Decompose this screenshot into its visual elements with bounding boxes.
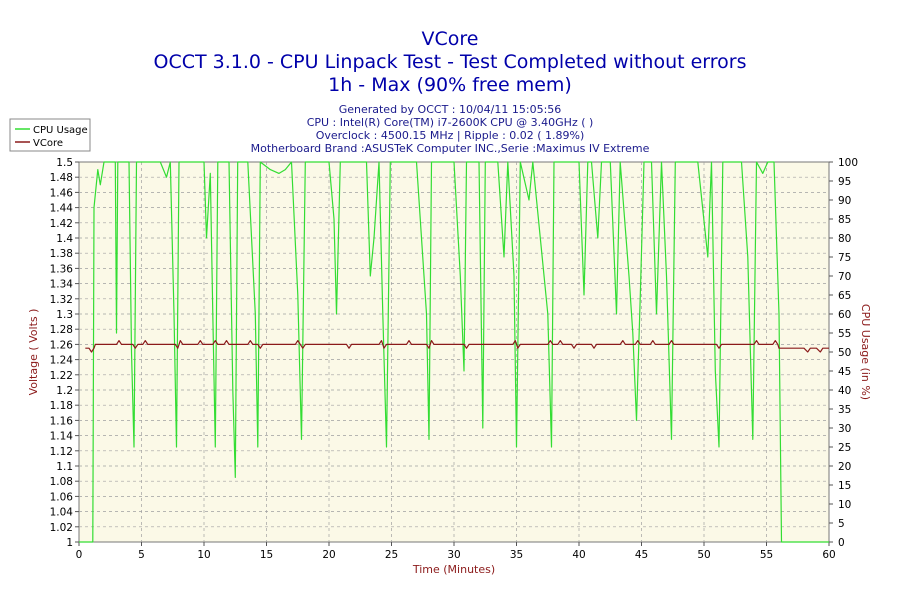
y-left-tick-label: 1.24	[50, 355, 74, 367]
y-left-tick-label: 1.34	[50, 279, 74, 291]
x-tick-label: 55	[760, 549, 773, 561]
y-right-tick-label: 40	[838, 385, 851, 397]
y-left-tick-label: 1.14	[50, 431, 74, 443]
y-right-tick-label: 30	[838, 423, 851, 435]
x-tick-label: 50	[697, 549, 710, 561]
y-right-tick-label: 75	[838, 252, 851, 264]
y-right-tick-label: 60	[838, 309, 851, 321]
y-left-tick-label: 1.2	[56, 385, 73, 397]
chart-titles: VCore OCCT 3.1.0 - CPU Linpack Test - Te…	[153, 28, 746, 96]
y-left-tick-label: 1.26	[50, 339, 74, 351]
y-left-tick-label: 1.32	[50, 294, 73, 306]
y-right-tick-label: 50	[838, 347, 851, 359]
y-left-tick-label: 1.42	[50, 218, 73, 230]
y-right-tick-label: 90	[838, 195, 851, 207]
x-tick-label: 20	[322, 549, 335, 561]
y-left-tick-label: 1.16	[50, 415, 74, 427]
x-tick-label: 30	[447, 549, 460, 561]
y-left-tick-label: 1.02	[50, 522, 73, 534]
y-right-tick-label: 20	[838, 461, 851, 473]
chart-subtitle: OCCT 3.1.0 - CPU Linpack Test - Test Com…	[153, 51, 746, 73]
x-axis-ticks: 0 5 10 15 20 25 30 35 40 45 50 55 60	[76, 542, 836, 561]
y-right-tick-label: 25	[838, 442, 851, 454]
legend-box	[9, 118, 91, 152]
y-axis-right-label: CPU Usage (in %)	[859, 304, 872, 400]
series-line-vcore	[85, 340, 829, 353]
x-tick-label: 45	[635, 549, 648, 561]
legend-label-cpu-usage: CPU Usage	[33, 125, 88, 136]
y-axis-left-ticks: 1 1.02 1.04 1.06 1.08 1.1 1.12 1.14 1.16 1.18 1.2 1…	[50, 157, 79, 549]
y-left-tick-label: 1.36	[50, 263, 74, 275]
x-tick-label: 40	[572, 549, 585, 561]
x-tick-label: 15	[260, 549, 273, 561]
y-left-tick-label: 1.22	[50, 370, 73, 382]
legend-label-vcore: VCore	[33, 138, 63, 149]
x-axis-label: Time (Minutes)	[412, 563, 495, 576]
y-left-tick-label: 1.44	[50, 203, 74, 215]
y-right-tick-label: 95	[838, 176, 851, 188]
y-left-tick-label: 1.04	[50, 507, 74, 519]
y-right-tick-label: 85	[838, 214, 851, 226]
y-left-tick-label: 1	[66, 537, 73, 549]
info-generated: Generated by OCCT : 10/04/11 15:05:56	[339, 103, 562, 116]
y-left-tick-label: 1.06	[50, 491, 74, 503]
x-tick-label: 60	[822, 549, 835, 561]
chart-info: Generated by OCCT : 10/04/11 15:05:56 CP…	[251, 103, 650, 155]
y-left-tick-label: 1.3	[56, 309, 73, 321]
chart-legend: CPU Usage VCore	[9, 118, 91, 152]
y-left-tick-label: 1.28	[50, 324, 73, 336]
y-left-tick-label: 1.48	[50, 172, 73, 184]
y-right-tick-label: 80	[838, 233, 851, 245]
y-left-tick-label: 1.46	[50, 187, 74, 199]
y-right-tick-label: 55	[838, 328, 851, 340]
y-right-tick-label: 15	[838, 480, 851, 492]
y-left-tick-label: 1.4	[56, 233, 73, 245]
x-tick-label: 0	[76, 549, 83, 561]
y-left-tick-label: 1.12	[50, 446, 73, 458]
y-left-tick-label: 1.08	[50, 476, 73, 488]
chart-subtitle-duration: 1h - Max (90% free mem)	[328, 74, 572, 96]
info-overclock: Overclock : 4500.15 MHz | Ripple : 0.02 …	[316, 129, 585, 142]
x-tick-label: 10	[197, 549, 210, 561]
y-right-tick-label: 35	[838, 404, 851, 416]
y-right-tick-label: 0	[838, 537, 845, 549]
y-left-tick-label: 1.18	[50, 400, 73, 412]
series-layer	[79, 161, 829, 543]
x-tick-label: 25	[385, 549, 398, 561]
series-line-cpu-usage	[79, 161, 829, 543]
chart-title: VCore	[422, 28, 479, 50]
info-motherboard: Motherboard Brand :ASUSTeK Computer INC.…	[251, 142, 650, 155]
x-tick-label: 35	[510, 549, 523, 561]
y-left-tick-label: 1.1	[56, 461, 73, 473]
y-right-tick-label: 65	[838, 290, 851, 302]
info-cpu: CPU : Intel(R) Core(TM) i7-2600K CPU @ 3…	[307, 116, 594, 129]
y-axis-right-ticks: 0 5 10 15 20 25 30 35 40 45 50 55 60 65 70 75 80 85 90 95 10…	[829, 157, 858, 549]
y-left-tick-label: 1.38	[50, 248, 73, 260]
y-right-tick-label: 70	[838, 271, 851, 283]
y-right-tick-label: 5	[838, 518, 845, 530]
y-right-tick-label: 100	[838, 157, 858, 169]
y-right-tick-label: 45	[838, 366, 851, 378]
y-right-tick-label: 10	[838, 499, 851, 511]
x-tick-label: 5	[138, 549, 145, 561]
y-axis-left-label: Voltage ( Volts )	[27, 309, 40, 396]
y-left-tick-label: 1.5	[56, 157, 73, 169]
